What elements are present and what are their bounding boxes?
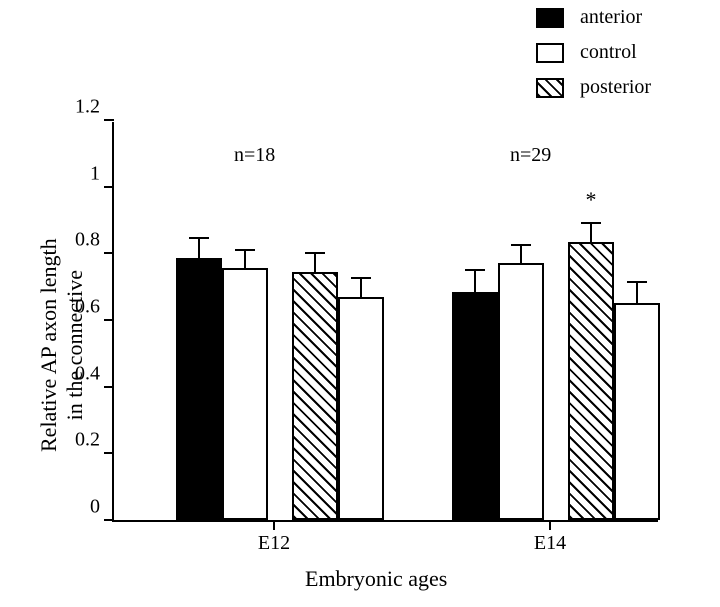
y-tick	[104, 186, 114, 188]
legend-swatch-hatch	[536, 78, 564, 98]
error-cap	[351, 277, 371, 279]
error-bar	[474, 270, 476, 292]
error-bar	[198, 238, 200, 258]
bar-anterior	[176, 258, 222, 520]
bar-anterior	[452, 292, 498, 520]
error-bar	[520, 245, 522, 263]
y-tick	[104, 319, 114, 321]
error-cap	[511, 244, 531, 246]
y-axis-label: Relative AP axon length in the connectiv…	[36, 238, 88, 452]
y-tick-label: 0.8	[75, 229, 100, 252]
error-bar	[590, 223, 592, 241]
error-cap	[581, 222, 601, 224]
error-bar	[636, 282, 638, 304]
significance-marker: *	[586, 187, 597, 213]
y-tick	[104, 252, 114, 254]
bar-control	[614, 303, 660, 520]
error-cap	[189, 237, 209, 239]
legend-item: posterior	[536, 76, 651, 99]
legend-item: control	[536, 41, 651, 64]
x-axis-label: Embryonic ages	[305, 566, 447, 592]
error-cap	[305, 252, 325, 254]
error-bar	[244, 250, 246, 268]
error-bar	[360, 278, 362, 296]
y-tick-label: 1	[90, 162, 100, 185]
y-tick	[104, 452, 114, 454]
x-tick-label: E14	[534, 532, 566, 555]
legend-swatch-black	[536, 8, 564, 28]
error-cap	[627, 281, 647, 283]
legend-label: control	[580, 41, 637, 64]
error-bar	[314, 253, 316, 271]
y-tick	[104, 519, 114, 521]
bar-control	[222, 268, 268, 520]
y-tick-label: 0.4	[75, 362, 100, 385]
x-tick	[549, 520, 551, 530]
bar-control	[498, 263, 544, 520]
error-cap	[465, 269, 485, 271]
y-tick-label: 1.2	[75, 96, 100, 119]
annotation-n: n=29	[510, 144, 551, 167]
y-tick	[104, 119, 114, 121]
y-tick-label: 0	[90, 496, 100, 519]
legend-label: anterior	[580, 6, 642, 29]
plot-area: 00.20.40.60.811.2E12n=18E14n=29*	[112, 122, 658, 522]
x-tick-label: E12	[258, 532, 290, 555]
y-tick-label: 0.6	[75, 296, 100, 319]
error-cap	[235, 249, 255, 251]
legend-swatch-white	[536, 43, 564, 63]
legend-item: anterior	[536, 6, 651, 29]
bar-control	[338, 297, 384, 520]
legend: anterior control posterior	[536, 6, 651, 111]
legend-label: posterior	[580, 76, 651, 99]
annotation-n: n=18	[234, 144, 275, 167]
x-tick	[273, 520, 275, 530]
y-tick	[104, 386, 114, 388]
bar-posterior	[292, 272, 338, 520]
bar-posterior	[568, 242, 614, 520]
y-tick-label: 0.2	[75, 429, 100, 452]
chart-container: anterior control posterior Relative AP axo…	[0, 0, 720, 607]
